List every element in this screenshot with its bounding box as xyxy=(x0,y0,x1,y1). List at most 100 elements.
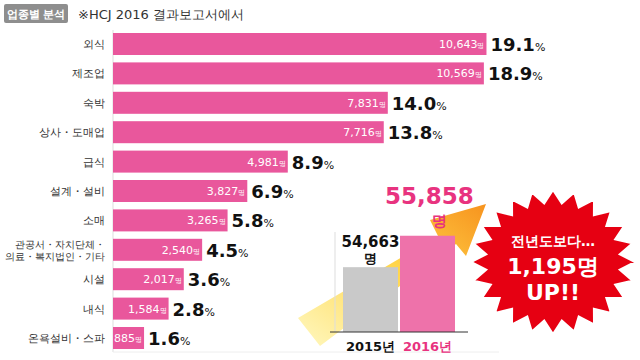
data-label-unit: 명 xyxy=(193,248,200,256)
category-label: 관공서・자치단체・의료・복지법인・기타 xyxy=(5,239,105,262)
category-line: 의료・복지법인・기타 xyxy=(5,251,105,262)
share-unit: % xyxy=(324,159,334,172)
data-label-number: 3,265 xyxy=(187,214,219,227)
data-label-unit: 명 xyxy=(432,212,447,230)
bar xyxy=(113,327,144,349)
annotation: UP!! xyxy=(526,280,580,305)
category-line: 급식 xyxy=(83,156,105,168)
data-label-unit: 명 xyxy=(219,218,226,226)
data-label: 1,584명 xyxy=(128,303,167,316)
data-label-unit: 명 xyxy=(160,307,167,315)
data-label-number: 54,663 xyxy=(342,233,400,251)
bar xyxy=(113,151,288,173)
category-label: 제조업 xyxy=(72,67,105,79)
data-label: 54,663명 xyxy=(342,233,400,266)
share-unit: % xyxy=(283,188,293,201)
bar xyxy=(400,236,455,332)
data-label-number: 55,858 xyxy=(385,183,474,209)
arrow-decoration xyxy=(298,204,486,346)
category-line: 시설 xyxy=(83,273,105,285)
data-label: 10,569명 xyxy=(436,67,482,80)
category-line: 소매 xyxy=(83,214,105,226)
data-label-number: 10,643 xyxy=(439,38,478,51)
data-label-unit: 명 xyxy=(475,71,482,79)
bar xyxy=(113,180,247,202)
bar xyxy=(343,267,398,332)
category-label: 급식 xyxy=(83,156,105,168)
data-label: 2,540명 xyxy=(162,244,201,257)
share-label: 18.9% xyxy=(488,63,543,84)
share-unit: % xyxy=(436,100,446,113)
share-number: 6.9 xyxy=(251,181,283,202)
data-label-number: 2,540 xyxy=(162,244,194,257)
share-unit: % xyxy=(263,217,273,230)
share-unit: % xyxy=(238,247,248,260)
share-number: 13.8 xyxy=(388,122,432,143)
share-number: 14.0 xyxy=(392,93,436,114)
bar xyxy=(113,121,384,143)
category-label: 설계・설비 xyxy=(50,185,105,197)
chart-canvas: 업종별 분석※HCJ 2016 결과보고서에서외식10,643명19.1%제조업… xyxy=(0,0,640,360)
data-label-unit: 명 xyxy=(175,277,182,285)
category-label: 소매 xyxy=(83,214,105,226)
category-label: 상사・도매업 xyxy=(39,126,105,138)
data-label-number: 3,827 xyxy=(207,185,239,198)
category-line: 외식 xyxy=(83,38,105,50)
share-label: 8.9% xyxy=(292,152,334,173)
category-label: 내식 xyxy=(83,303,105,315)
data-label: 7,716명 xyxy=(343,126,382,139)
data-label-number: 7,831 xyxy=(347,97,379,110)
bar xyxy=(113,298,169,320)
data-label-unit: 명 xyxy=(279,160,286,168)
share-label: 19.1% xyxy=(490,34,545,55)
data-label: 3,265명 xyxy=(187,214,226,227)
data-label-unit: 명 xyxy=(477,42,484,50)
bar xyxy=(113,209,228,231)
category-line: 내식 xyxy=(83,303,105,315)
data-label-number: 10,569 xyxy=(436,67,475,80)
share-label: 2.8% xyxy=(173,299,215,320)
data-label: 885명 xyxy=(114,332,142,345)
data-label-unit: 명 xyxy=(375,130,382,138)
title: 업종별 분석 xyxy=(7,8,66,21)
share-number: 5.8 xyxy=(232,210,264,231)
data-label-unit: 명 xyxy=(135,336,142,344)
share-label: 3.6% xyxy=(188,269,230,290)
data-label: 10,643명 xyxy=(439,38,485,51)
starburst xyxy=(471,190,635,334)
share-label: 13.8% xyxy=(388,122,443,143)
share-unit: % xyxy=(204,306,214,319)
data-label: 7,831명 xyxy=(347,97,386,110)
data-label-number: 1,584 xyxy=(128,303,160,316)
data-label-unit: 명 xyxy=(238,189,245,197)
category-label: 외식 xyxy=(83,38,105,50)
data-label-unit: 명 xyxy=(364,251,377,266)
share-unit: % xyxy=(535,41,545,54)
category-line: 숙박 xyxy=(83,97,105,109)
category-label: 2016년 xyxy=(403,339,452,354)
bar xyxy=(113,268,184,290)
share-number: 2.8 xyxy=(173,299,205,320)
bar xyxy=(113,92,388,114)
annotation: 1,195명 xyxy=(507,254,599,279)
category-line: 관공서・자치단체・ xyxy=(15,239,105,250)
category-line: 온욕설비・스파 xyxy=(28,332,105,344)
share-label: 5.8% xyxy=(232,210,274,231)
share-unit: % xyxy=(220,276,230,289)
category-label: 온욕설비・스파 xyxy=(28,332,105,344)
data-label-number: 7,716 xyxy=(343,126,375,139)
page: {"chart_data": [ {"type": "bar", "orient… xyxy=(0,0,640,360)
annotation: 전년도보다… xyxy=(511,233,595,249)
share-number: 8.9 xyxy=(292,152,324,173)
bar xyxy=(113,239,202,261)
category-line: 설계・설비 xyxy=(50,185,105,197)
category-label: 시설 xyxy=(83,273,105,285)
data-label: 55,858 명 xyxy=(385,183,474,230)
data-label: 4,981명 xyxy=(247,156,286,169)
category-label: 2015년 xyxy=(346,339,395,354)
bar xyxy=(113,33,486,55)
category-line: 상사・도매업 xyxy=(39,126,105,138)
subtitle: ※HCJ 2016 결과보고서에서 xyxy=(78,7,244,22)
category-line: 제조업 xyxy=(72,67,105,79)
y-axis-line xyxy=(335,232,336,332)
